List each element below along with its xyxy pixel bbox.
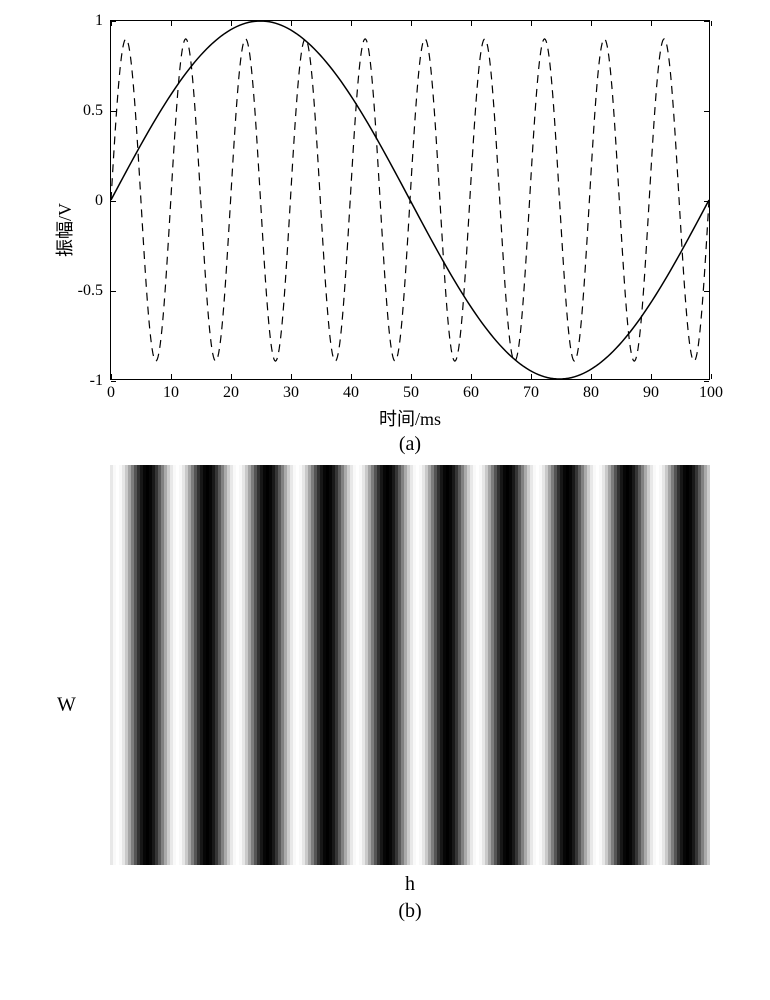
xtick-label: 30 (283, 384, 299, 402)
series-high_freq (111, 39, 709, 361)
xtick-label: 0 (107, 384, 115, 402)
ytick-label: 0 (95, 192, 103, 210)
panel-b-svg (110, 465, 710, 865)
xtick-label: 20 (223, 384, 239, 402)
panel-a-waveform: 振幅/V -1-0.500.510102030405060708090100 时… (45, 20, 725, 440)
panel-b-sublabel: (b) (398, 900, 421, 923)
ytick-label: -0.5 (78, 282, 103, 300)
panel-b-ylabel: W (57, 694, 76, 717)
ytick-label: 0.5 (83, 102, 103, 120)
panel-a-svg (111, 21, 709, 379)
panel-b-xlabel: h (405, 873, 415, 896)
panel-a-xlabel: 时间/ms (379, 405, 441, 431)
ytick-label: 1 (95, 12, 103, 30)
panel-a-sublabel: (a) (399, 433, 421, 456)
ytick-label: -1 (90, 372, 103, 390)
xtick-label: 60 (463, 384, 479, 402)
xtick-label: 10 (163, 384, 179, 402)
panel-a-ylabel: 振幅/V (51, 203, 77, 257)
panel-b-stripes: W h (b) (45, 465, 725, 945)
xtick-label: 50 (403, 384, 419, 402)
xtick-label: 90 (643, 384, 659, 402)
xtick-label: 70 (523, 384, 539, 402)
xtick-label: 40 (343, 384, 359, 402)
panel-a-plot-area: -1-0.500.510102030405060708090100 (110, 20, 710, 380)
xtick-label: 80 (583, 384, 599, 402)
panel-b-stripe-container (110, 465, 710, 865)
xtick-label: 100 (699, 384, 723, 402)
